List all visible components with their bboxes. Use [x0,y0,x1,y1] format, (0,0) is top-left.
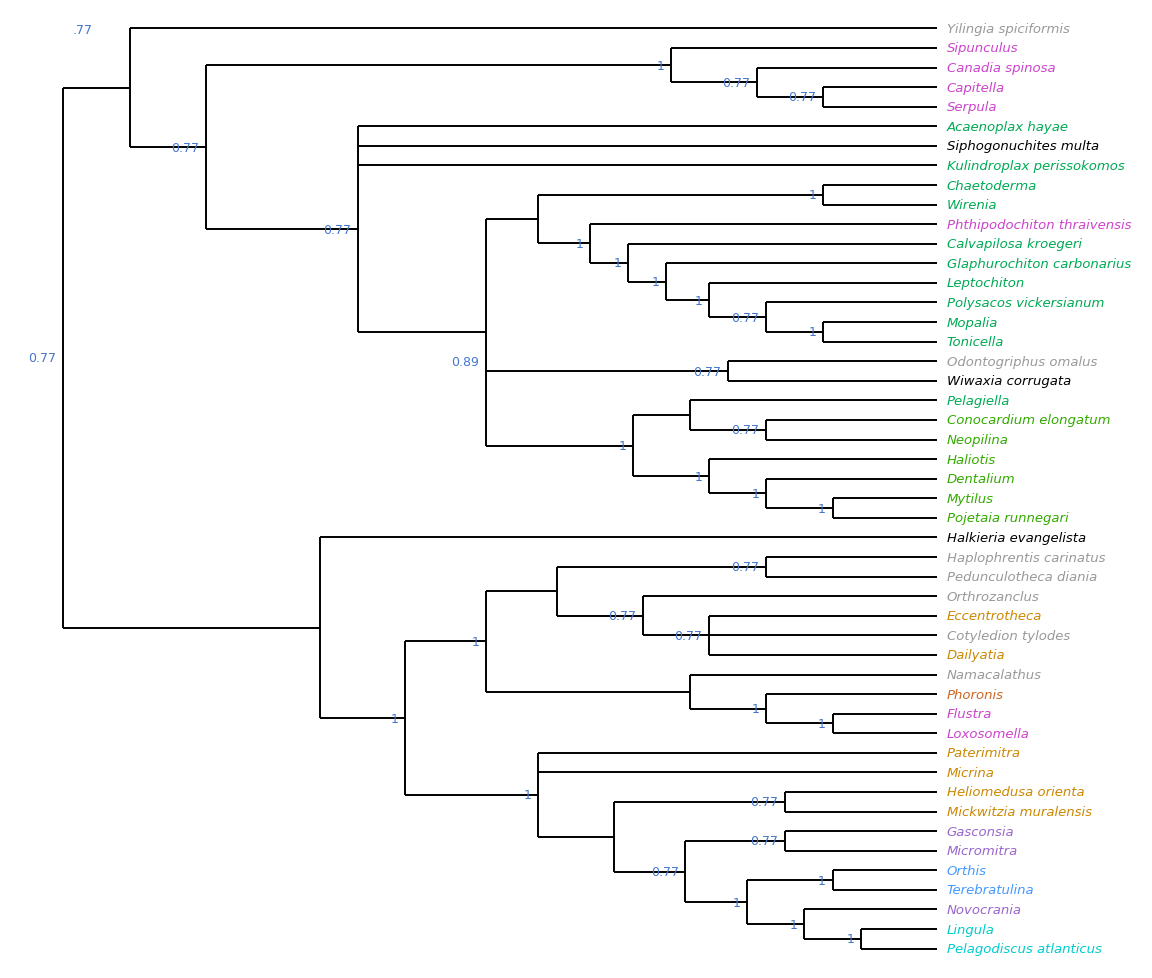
Text: 1: 1 [576,238,584,250]
Text: Conocardium elongatum: Conocardium elongatum [947,414,1111,427]
Text: 0.77: 0.77 [608,609,636,623]
Text: 0.77: 0.77 [323,224,351,237]
Text: 1: 1 [751,702,759,716]
Text: 1: 1 [657,60,665,72]
Text: Siphogonuchites multa: Siphogonuchites multa [947,140,1099,154]
Text: 0.77: 0.77 [732,423,759,437]
Text: Canadia spinosa: Canadia spinosa [947,62,1055,75]
Text: Sipunculus: Sipunculus [947,42,1018,56]
Text: Pelagiella: Pelagiella [947,394,1010,408]
Text: 1: 1 [523,788,531,801]
Text: 1: 1 [695,294,703,307]
Text: Novocrania: Novocrania [947,903,1022,916]
Text: Polysacos vickersianum: Polysacos vickersianum [947,296,1104,310]
Text: 1: 1 [809,326,817,339]
Text: Serpula: Serpula [947,101,998,114]
Text: Calvapilosa kroegeri: Calvapilosa kroegeri [947,238,1082,251]
Text: Heliomedusa orienta: Heliomedusa orienta [947,785,1084,799]
Text: Capitella: Capitella [947,81,1005,95]
Text: Kulindroplax perissokomos: Kulindroplax perissokomos [947,159,1124,173]
Text: Micrina: Micrina [947,766,994,779]
Text: Dentalium: Dentalium [947,472,1015,486]
Text: Wiwaxia corrugata: Wiwaxia corrugata [947,375,1071,388]
Text: 1: 1 [471,636,479,648]
Text: Dailyatia: Dailyatia [947,648,1006,662]
Text: 1: 1 [652,276,660,289]
Text: Glaphurochiton carbonarius: Glaphurochiton carbonarius [947,257,1131,271]
Text: 0.77: 0.77 [651,866,679,878]
Text: 1: 1 [391,712,399,725]
Text: 0.77: 0.77 [170,142,199,155]
Text: Wirenia: Wirenia [947,199,998,212]
Text: Mickwitzia muralensis: Mickwitzia muralensis [947,805,1092,819]
Text: Orthis: Orthis [947,864,986,877]
Text: Haplophrentis carinatus: Haplophrentis carinatus [947,551,1105,564]
Text: Neopilina: Neopilina [947,433,1008,447]
Text: 1: 1 [789,917,797,931]
Text: Acaenoplax hayae: Acaenoplax hayae [947,120,1069,134]
Text: Pojetaia runnegari: Pojetaia runnegari [947,511,1068,525]
Text: Chaetoderma: Chaetoderma [947,179,1037,193]
Text: 1: 1 [751,487,759,501]
Text: .77: .77 [73,23,92,36]
Text: 1: 1 [847,932,855,946]
Text: 0.77: 0.77 [750,795,779,809]
Text: Loxosomella: Loxosomella [947,727,1030,740]
Text: Phoronis: Phoronis [947,688,1003,701]
Text: 0.77: 0.77 [29,352,56,365]
Text: Lingula: Lingula [947,922,994,936]
Text: 1: 1 [695,470,703,483]
Text: Orthrozanclus: Orthrozanclus [947,590,1039,603]
Text: Odontogriphus omalus: Odontogriphus omalus [947,355,1097,369]
Text: Phthipodochiton thraivensis: Phthipodochiton thraivensis [947,218,1131,232]
Text: 1: 1 [818,873,826,887]
Text: Flustra: Flustra [947,707,992,721]
Text: 1: 1 [809,189,817,202]
Text: 1: 1 [818,717,826,731]
Text: 1: 1 [619,440,627,453]
Text: 0.77: 0.77 [722,76,750,90]
Text: Micromitra: Micromitra [947,844,1018,858]
Text: 0.77: 0.77 [694,365,721,378]
Text: 0.77: 0.77 [674,629,703,643]
Text: 0.77: 0.77 [788,91,817,105]
Text: Mopalia: Mopalia [947,316,998,330]
Text: 0.77: 0.77 [732,560,759,574]
Text: Namacalathus: Namacalathus [947,668,1041,682]
Text: 0.77: 0.77 [732,311,759,325]
Text: Eccentrotheca: Eccentrotheca [947,609,1041,623]
Text: 1: 1 [614,257,622,270]
Text: Yilingia spiciformis: Yilingia spiciformis [947,22,1069,36]
Text: Leptochiton: Leptochiton [947,277,1025,290]
Text: 0.77: 0.77 [750,834,779,848]
Text: Mytilus: Mytilus [947,492,993,506]
Text: 1: 1 [818,502,826,515]
Text: Terebratulina: Terebratulina [947,883,1034,897]
Text: Pelagodiscus atlanticus: Pelagodiscus atlanticus [947,942,1101,956]
Text: 1: 1 [733,896,741,909]
Text: Paterimitra: Paterimitra [947,746,1021,760]
Text: Halkieria evangelista: Halkieria evangelista [947,531,1085,545]
Text: Pedunculotheca diania: Pedunculotheca diania [947,570,1097,584]
Text: 0.89: 0.89 [452,356,479,369]
Text: Gasconsia: Gasconsia [947,824,1014,838]
Text: Cotyledion tylodes: Cotyledion tylodes [947,629,1070,643]
Text: Tonicella: Tonicella [947,335,1003,349]
Text: Haliotis: Haliotis [947,453,995,467]
